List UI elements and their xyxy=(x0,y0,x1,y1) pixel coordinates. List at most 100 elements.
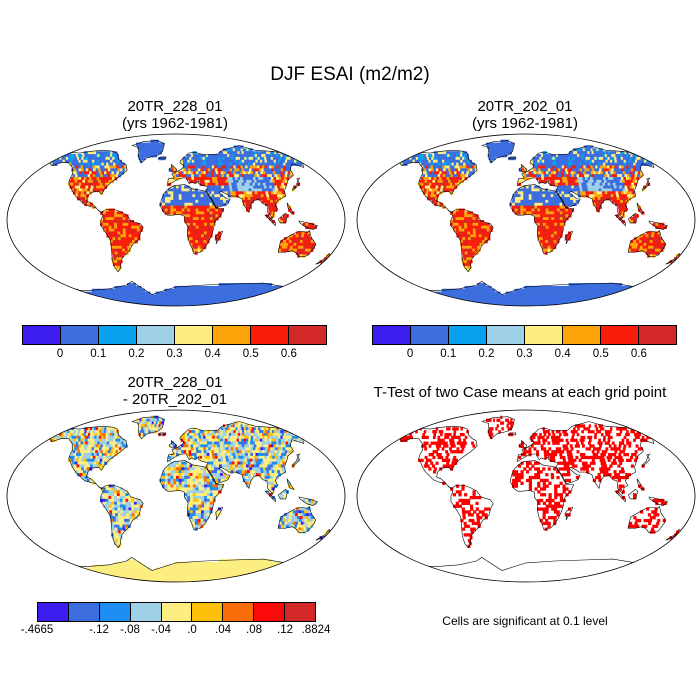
map-cell xyxy=(545,237,549,241)
map-cell xyxy=(204,214,208,218)
map-cell xyxy=(628,154,631,158)
map-cell xyxy=(174,288,177,293)
map-cell xyxy=(653,245,657,250)
map-cell xyxy=(179,297,182,301)
map-cell xyxy=(423,159,427,164)
map-cell xyxy=(484,288,488,293)
map-cell xyxy=(255,297,258,301)
map-cell xyxy=(581,154,584,158)
map-cell xyxy=(551,217,555,221)
map-cell xyxy=(153,142,156,146)
map-cell xyxy=(442,165,446,169)
map-cell xyxy=(244,288,247,293)
map-cell xyxy=(198,291,201,295)
map-cell xyxy=(538,300,541,304)
map-cell xyxy=(532,297,535,301)
map-cell xyxy=(432,185,436,189)
map-cell xyxy=(456,162,459,166)
map-cell xyxy=(271,211,275,215)
map-cell xyxy=(143,300,146,304)
map-cell xyxy=(492,148,496,152)
map-cell xyxy=(645,237,649,241)
map-cell xyxy=(217,234,221,238)
map-cell xyxy=(586,288,590,293)
map-cell xyxy=(509,202,513,207)
map-cell xyxy=(200,240,204,244)
map-cell xyxy=(560,168,563,172)
map-cell xyxy=(108,214,112,218)
map-cell xyxy=(139,294,142,298)
map-cell xyxy=(273,182,277,186)
map-cell xyxy=(470,254,474,258)
map-cell xyxy=(460,303,462,306)
map-cell xyxy=(583,294,586,298)
map-cell xyxy=(523,199,527,204)
map-cell xyxy=(562,220,566,224)
coastline xyxy=(215,231,224,245)
map-cell xyxy=(203,300,205,304)
map-cell xyxy=(647,240,651,244)
map-cell xyxy=(216,174,220,178)
map-cell xyxy=(247,294,250,298)
map-cell xyxy=(545,211,549,215)
map-cell xyxy=(173,199,177,204)
map-cell xyxy=(534,285,537,290)
map-cell xyxy=(623,205,627,209)
map-cell xyxy=(260,171,264,175)
map-cell xyxy=(210,188,215,192)
map-cell xyxy=(528,285,531,290)
map-cell xyxy=(631,291,635,295)
map-cell xyxy=(142,156,146,161)
map-cell xyxy=(261,283,264,287)
map-cell xyxy=(157,145,160,149)
map-cell xyxy=(78,294,81,298)
map-cell xyxy=(512,205,516,209)
map-cell xyxy=(463,303,466,306)
map-cell xyxy=(261,165,265,169)
map-cell xyxy=(426,294,429,298)
map-cell xyxy=(214,154,217,158)
map-cell xyxy=(250,294,253,298)
map-cell xyxy=(545,294,548,298)
map-cell xyxy=(462,154,465,158)
map-cell xyxy=(227,154,230,158)
map-cell xyxy=(530,168,534,172)
map-cell xyxy=(270,182,274,186)
map-cell xyxy=(612,288,615,293)
map-cell xyxy=(223,288,226,293)
map-cell xyxy=(297,237,301,241)
map-cell xyxy=(81,188,85,192)
map-cell xyxy=(228,148,232,152)
map-cell xyxy=(141,151,144,155)
map-cell xyxy=(612,188,616,192)
map-cell xyxy=(176,300,178,304)
map-cell xyxy=(224,177,228,181)
map-cell xyxy=(227,285,230,290)
map-cell xyxy=(195,222,199,227)
map-cell xyxy=(256,168,260,172)
map-cell xyxy=(139,285,142,290)
map-cell xyxy=(201,205,205,209)
map-cell xyxy=(524,297,527,301)
map-cell xyxy=(182,294,186,298)
map-cell xyxy=(580,148,584,152)
map-cell xyxy=(207,185,211,189)
map-cell xyxy=(603,185,607,189)
map-cell xyxy=(207,182,211,186)
map-cell xyxy=(597,197,601,201)
map-cell xyxy=(114,260,118,264)
map-cell xyxy=(276,291,279,295)
map-cell xyxy=(598,288,601,293)
map-cell xyxy=(510,303,513,306)
map-cell xyxy=(533,165,536,169)
map-cell xyxy=(591,182,595,186)
map-cell xyxy=(196,285,199,290)
map-cell xyxy=(424,156,428,161)
map-cell xyxy=(248,188,252,192)
map-cell xyxy=(245,202,249,207)
map-cell xyxy=(550,294,553,298)
map-cell xyxy=(194,188,198,192)
map-cell xyxy=(587,188,591,192)
map-cell xyxy=(223,297,226,301)
map-cell xyxy=(595,294,598,298)
